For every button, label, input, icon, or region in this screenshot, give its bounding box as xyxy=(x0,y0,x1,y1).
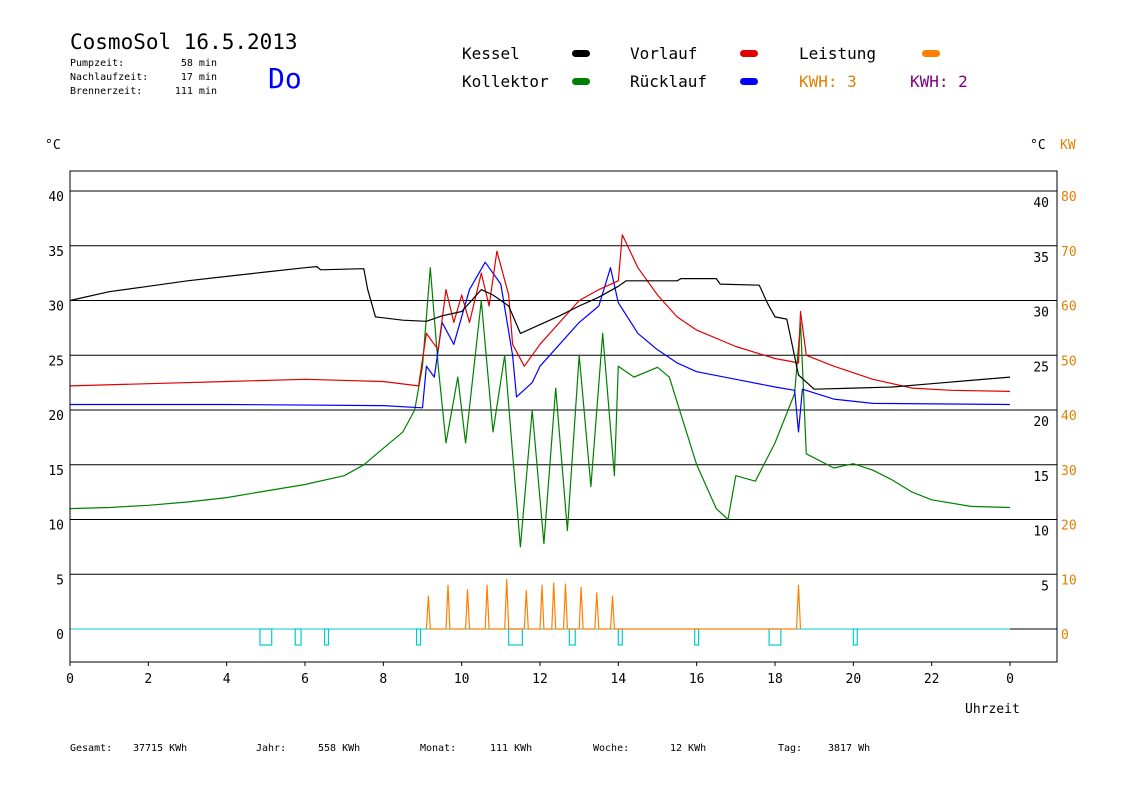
x-tick-12: 0 xyxy=(1006,672,1014,687)
y-tick-kw-20: 20 xyxy=(1061,519,1077,534)
y-tick-right-25: 25 xyxy=(1033,360,1049,375)
tick-labels: 0510152025303540510152025303540010203040… xyxy=(48,190,1076,687)
x-tick-6: 12 xyxy=(532,672,548,687)
series-line-vorlauf xyxy=(69,234,1011,392)
y-tick-left-35: 35 xyxy=(48,245,64,260)
footer-tag-value: 3817 Wh xyxy=(828,743,871,754)
y-tick-right-15: 15 xyxy=(1033,470,1049,485)
pump-marker-2 xyxy=(323,628,330,646)
y-tick-kw-10: 10 xyxy=(1061,573,1077,588)
y-tick-left-30: 30 xyxy=(48,300,64,315)
y-tick-right-20: 20 xyxy=(1033,415,1049,430)
stat-label-brennerzeit: Brennerzeit: xyxy=(70,86,143,97)
series-line-leistung xyxy=(425,579,802,630)
y-tick-kw-60: 60 xyxy=(1061,300,1077,315)
x-tick-8: 16 xyxy=(689,672,705,687)
legend-kwh-2: KWH: 2 xyxy=(910,72,968,91)
legend-swatch-kollektor xyxy=(572,78,590,85)
right-axis-unit: °C xyxy=(1030,138,1046,153)
pump-marker-8 xyxy=(768,628,782,646)
left-axis-unit: °C xyxy=(45,138,61,153)
pump-marker-6 xyxy=(617,628,623,646)
legend-label-kessel: Kessel xyxy=(462,44,520,63)
weekday-label: Do xyxy=(268,62,302,95)
x-tick-10: 20 xyxy=(846,672,862,687)
pump-marker-5 xyxy=(568,628,576,646)
legend-label-ruecklauf: Rücklauf xyxy=(630,72,708,91)
plot-frame xyxy=(69,170,1058,663)
y-tick-left-25: 25 xyxy=(48,354,64,369)
footer-jahr-value: 558 KWh xyxy=(318,743,361,754)
legend-kwh-1: KWH: 3 xyxy=(799,72,857,91)
series-lines xyxy=(69,234,1011,630)
chart-title: CosmoSol 16.5.2013 xyxy=(70,30,298,54)
stat-value-pumpzeit: 58 min xyxy=(180,58,217,69)
legend-label-leistung: Leistung xyxy=(799,44,877,63)
y-tick-right-10: 10 xyxy=(1033,525,1049,540)
y-tick-right-5: 5 xyxy=(1041,579,1049,594)
footer-tag-label: Tag: xyxy=(778,743,803,754)
y-tick-left-20: 20 xyxy=(48,409,64,424)
x-tick-2: 4 xyxy=(223,672,231,687)
x-tick-11: 22 xyxy=(924,672,940,687)
y-tick-left-40: 40 xyxy=(48,190,64,205)
pump-marker-9 xyxy=(852,628,858,646)
footer-woche-label: Woche: xyxy=(593,743,630,754)
footer-woche-value: 12 KWh xyxy=(670,743,707,754)
pump-marker-3 xyxy=(416,628,422,646)
stat-value-nachlaufzeit: 17 min xyxy=(180,72,217,83)
y-tick-right-40: 40 xyxy=(1033,196,1049,211)
grid-lines xyxy=(70,190,1057,630)
y-tick-left-0: 0 xyxy=(56,628,64,643)
x-tick-3: 6 xyxy=(301,672,309,687)
x-tick-5: 10 xyxy=(454,672,470,687)
stat-value-brennerzeit: 111 min xyxy=(174,86,217,97)
legend-swatch-ruecklauf xyxy=(740,78,758,85)
footer-monat-value: 111 KWh xyxy=(490,743,533,754)
pump-marker-7 xyxy=(694,628,700,646)
legend-label-kollektor: Kollektor xyxy=(462,72,549,91)
pump-markers xyxy=(259,628,858,646)
series-line-kollektor xyxy=(69,267,1011,548)
legend-swatch-leistung xyxy=(922,50,940,57)
y-tick-kw-50: 50 xyxy=(1061,354,1077,369)
right-axis-unit-kw: KW xyxy=(1060,138,1076,153)
legend-swatch-kessel xyxy=(572,50,590,57)
y-tick-left-10: 10 xyxy=(48,519,64,534)
y-tick-kw-0: 0 xyxy=(1061,628,1069,643)
y-tick-kw-80: 80 xyxy=(1061,190,1077,205)
pump-marker-1 xyxy=(294,628,302,646)
x-tick-4: 8 xyxy=(379,672,387,687)
x-tick-1: 2 xyxy=(144,672,152,687)
y-tick-right-35: 35 xyxy=(1033,251,1049,266)
y-tick-kw-40: 40 xyxy=(1061,409,1077,424)
y-tick-kw-30: 30 xyxy=(1061,464,1077,479)
x-tick-0: 0 xyxy=(66,672,74,687)
legend-label-vorlauf: Vorlauf xyxy=(630,44,698,63)
stat-label-pumpzeit: Pumpzeit: xyxy=(70,58,125,69)
series-line-kessel xyxy=(69,266,1011,390)
y-tick-left-15: 15 xyxy=(48,464,64,479)
legend-swatch-vorlauf xyxy=(740,50,758,57)
x-tick-7: 14 xyxy=(611,672,627,687)
footer-gesamt-label: Gesamt: xyxy=(70,743,113,754)
footer-monat-label: Monat: xyxy=(420,743,457,754)
pump-marker-0 xyxy=(259,628,273,646)
y-tick-right-30: 30 xyxy=(1033,306,1049,321)
footer-gesamt-value: 37715 KWh xyxy=(133,743,188,754)
x-axis-label: Uhrzeit xyxy=(965,702,1020,717)
pump-marker-4 xyxy=(508,628,523,646)
stat-label-nachlaufzeit: Nachlaufzeit: xyxy=(70,72,149,83)
y-tick-kw-70: 70 xyxy=(1061,245,1077,260)
series-line-ruecklauf xyxy=(70,261,1011,433)
y-tick-left-5: 5 xyxy=(56,573,64,588)
x-tick-9: 18 xyxy=(767,672,783,687)
footer-jahr-label: Jahr: xyxy=(256,743,287,754)
